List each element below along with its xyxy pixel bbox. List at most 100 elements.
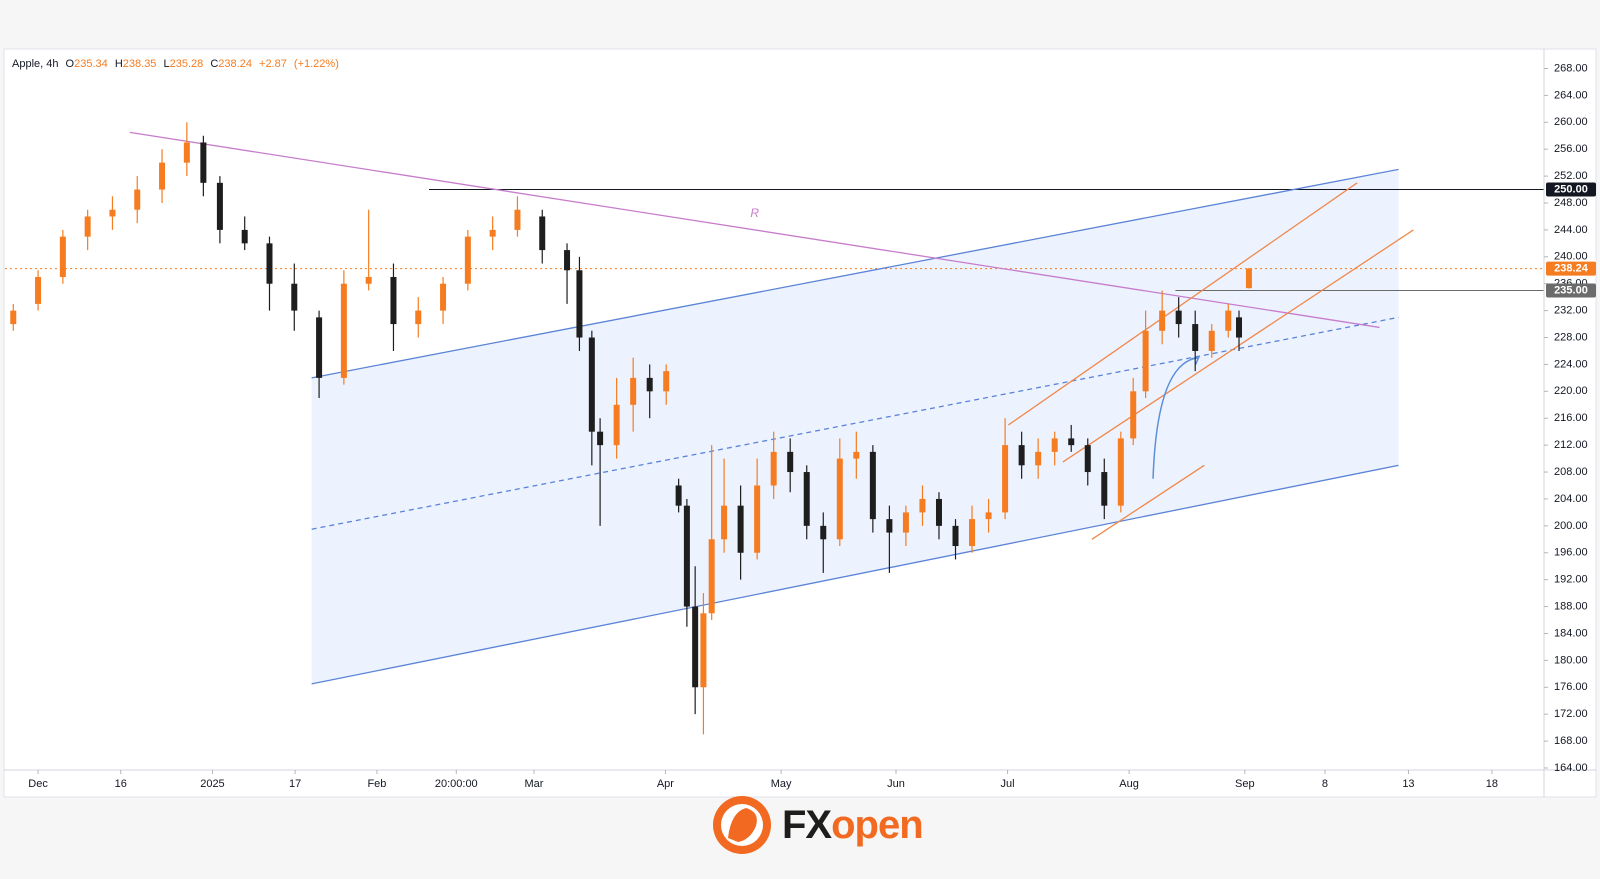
x-tick-label: Apr xyxy=(657,778,674,790)
y-tick-label: 268.00 xyxy=(1554,62,1588,74)
arrow-head xyxy=(1191,356,1200,365)
symbol: Apple, 4h xyxy=(12,58,58,70)
y-tick-label: 216.00 xyxy=(1554,412,1588,424)
x-tick-label: 16 xyxy=(115,778,127,790)
y-tick-label: 188.00 xyxy=(1554,600,1588,612)
y-tick-label: 244.00 xyxy=(1554,224,1588,236)
candle-body xyxy=(869,451,876,520)
trend-line xyxy=(311,316,1399,530)
candle-body xyxy=(216,182,223,230)
price-box-label: 238.24 xyxy=(1554,263,1589,275)
trend-line xyxy=(311,168,1399,379)
candle-body xyxy=(675,485,682,506)
legend-header: Apple, 4h O235.34 H238.35 L235.28 C238.2… xyxy=(12,58,339,70)
y-tick-label: 168.00 xyxy=(1554,735,1588,747)
x-tick-label: 20:00:00 xyxy=(435,778,478,790)
low-label: L xyxy=(164,58,170,70)
x-tick-label: 8 xyxy=(1322,778,1328,790)
candle-body xyxy=(514,209,521,230)
candle-body xyxy=(390,276,397,325)
candle-body xyxy=(1192,324,1199,351)
candle-body xyxy=(415,310,422,325)
candle-body xyxy=(969,519,976,547)
candle-body xyxy=(1084,445,1091,473)
candle-body xyxy=(340,283,347,378)
y-tick-label: 248.00 xyxy=(1554,197,1588,209)
candle-body xyxy=(1002,445,1009,513)
candle-body xyxy=(787,451,794,473)
plot: R xyxy=(5,122,1544,735)
price-box-label: 235.00 xyxy=(1554,284,1588,296)
candle-body xyxy=(902,512,909,533)
high-label: H xyxy=(115,58,123,70)
trend-line xyxy=(1091,464,1205,540)
y-tick-label: 200.00 xyxy=(1554,520,1588,532)
x-tick-label: Sep xyxy=(1235,778,1255,790)
candle-body xyxy=(539,216,546,251)
candle-body xyxy=(1159,310,1166,331)
candle-body xyxy=(316,317,323,378)
candle-body xyxy=(440,283,447,311)
candle-body xyxy=(708,539,715,614)
candle-body xyxy=(692,606,699,688)
x-tick-label: 18 xyxy=(1486,778,1498,790)
y-tick-label: 176.00 xyxy=(1554,681,1588,693)
candle-body xyxy=(59,236,66,277)
candle-body xyxy=(683,505,690,607)
y-tick-label: 240.00 xyxy=(1554,251,1588,263)
x-tick-label: Jul xyxy=(1001,778,1015,790)
arrow xyxy=(1152,356,1199,479)
y-tick-label: 196.00 xyxy=(1554,547,1588,559)
candle-body xyxy=(1018,445,1025,466)
price-box xyxy=(1546,283,1596,298)
close-label: C xyxy=(210,58,218,70)
candle-body xyxy=(613,404,620,446)
candle-body xyxy=(10,310,17,325)
change-pct: (+1.22%) xyxy=(294,58,339,70)
x-tick-label: Feb xyxy=(367,778,386,790)
candle-body xyxy=(700,613,707,688)
y-tick-label: 180.00 xyxy=(1554,654,1588,666)
candle-body xyxy=(721,505,728,540)
low-value: 235.28 xyxy=(170,58,204,70)
candle-body xyxy=(1035,451,1042,466)
y-tick-label: 192.00 xyxy=(1554,574,1588,586)
candle-body xyxy=(291,283,298,311)
y-tick-label: 208.00 xyxy=(1554,466,1588,478)
candle-body xyxy=(737,505,744,553)
candle-body xyxy=(754,485,761,553)
high-value: 238.35 xyxy=(123,58,157,70)
candle-body xyxy=(853,451,860,459)
candle-body xyxy=(200,142,207,183)
candle-body xyxy=(266,243,273,284)
y-tick-label: 204.00 xyxy=(1554,493,1588,505)
candle-body xyxy=(84,216,91,237)
candle-body xyxy=(183,142,190,163)
y-tick-label: 164.00 xyxy=(1554,762,1588,774)
candle-body xyxy=(935,498,942,526)
y-tick-label: 260.00 xyxy=(1554,116,1588,128)
trend-line xyxy=(129,131,1380,329)
open-value: 235.34 xyxy=(74,58,108,70)
candle-body xyxy=(564,250,571,271)
change: +2.87 xyxy=(259,58,287,70)
candle-body xyxy=(1225,310,1232,331)
x-tick-label: Dec xyxy=(28,778,48,790)
candle-body xyxy=(35,276,42,304)
candle-body xyxy=(770,451,777,486)
brand-open: open xyxy=(831,803,923,847)
candle-body xyxy=(1117,438,1124,506)
y-tick-label: 172.00 xyxy=(1554,708,1588,720)
candle-body xyxy=(820,525,827,540)
price-box xyxy=(1546,182,1596,197)
x-tick-label: May xyxy=(771,778,792,790)
candle-body xyxy=(109,209,116,217)
candle-body xyxy=(489,229,496,237)
candle-body xyxy=(1236,317,1243,338)
brand-fx: FX xyxy=(782,803,832,847)
candle-body xyxy=(1142,330,1149,392)
x-tick-label: Aug xyxy=(1119,778,1139,790)
candle-body xyxy=(588,337,595,432)
close-value: 238.24 xyxy=(218,58,252,70)
